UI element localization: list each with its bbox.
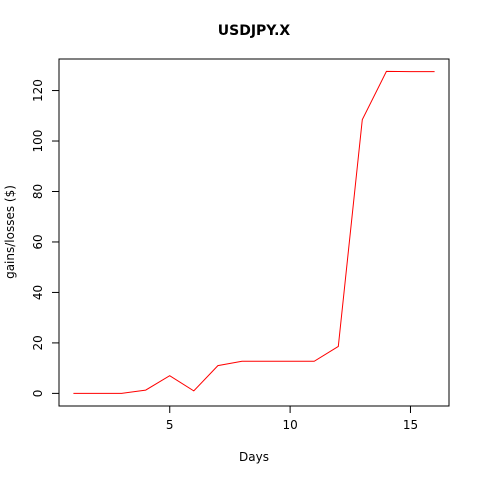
y-axis: 0 20 40 60 80 100 120 xyxy=(31,79,59,397)
plot-area-frame xyxy=(58,58,450,407)
y-tick-label: 0 xyxy=(31,390,45,398)
chart-title: USDJPY.X xyxy=(218,23,291,39)
x-tick-label: 10 xyxy=(282,418,297,432)
x-axis-label: Days xyxy=(239,450,269,464)
y-tick-label: 20 xyxy=(31,335,45,350)
y-tick-label: 40 xyxy=(31,285,45,300)
series-line xyxy=(73,70,435,394)
x-axis: 5 10 15 xyxy=(166,406,418,432)
y-tick-label: 60 xyxy=(31,234,45,249)
y-axis-label: gains/losses ($) xyxy=(3,185,17,279)
series-layer xyxy=(73,70,435,394)
y-tick-label: 120 xyxy=(31,79,45,102)
y-tick-label: 100 xyxy=(31,130,45,153)
y-tick-label: 80 xyxy=(31,184,45,199)
x-tick-label: 15 xyxy=(403,418,418,432)
x-tick-label: 5 xyxy=(166,418,174,432)
